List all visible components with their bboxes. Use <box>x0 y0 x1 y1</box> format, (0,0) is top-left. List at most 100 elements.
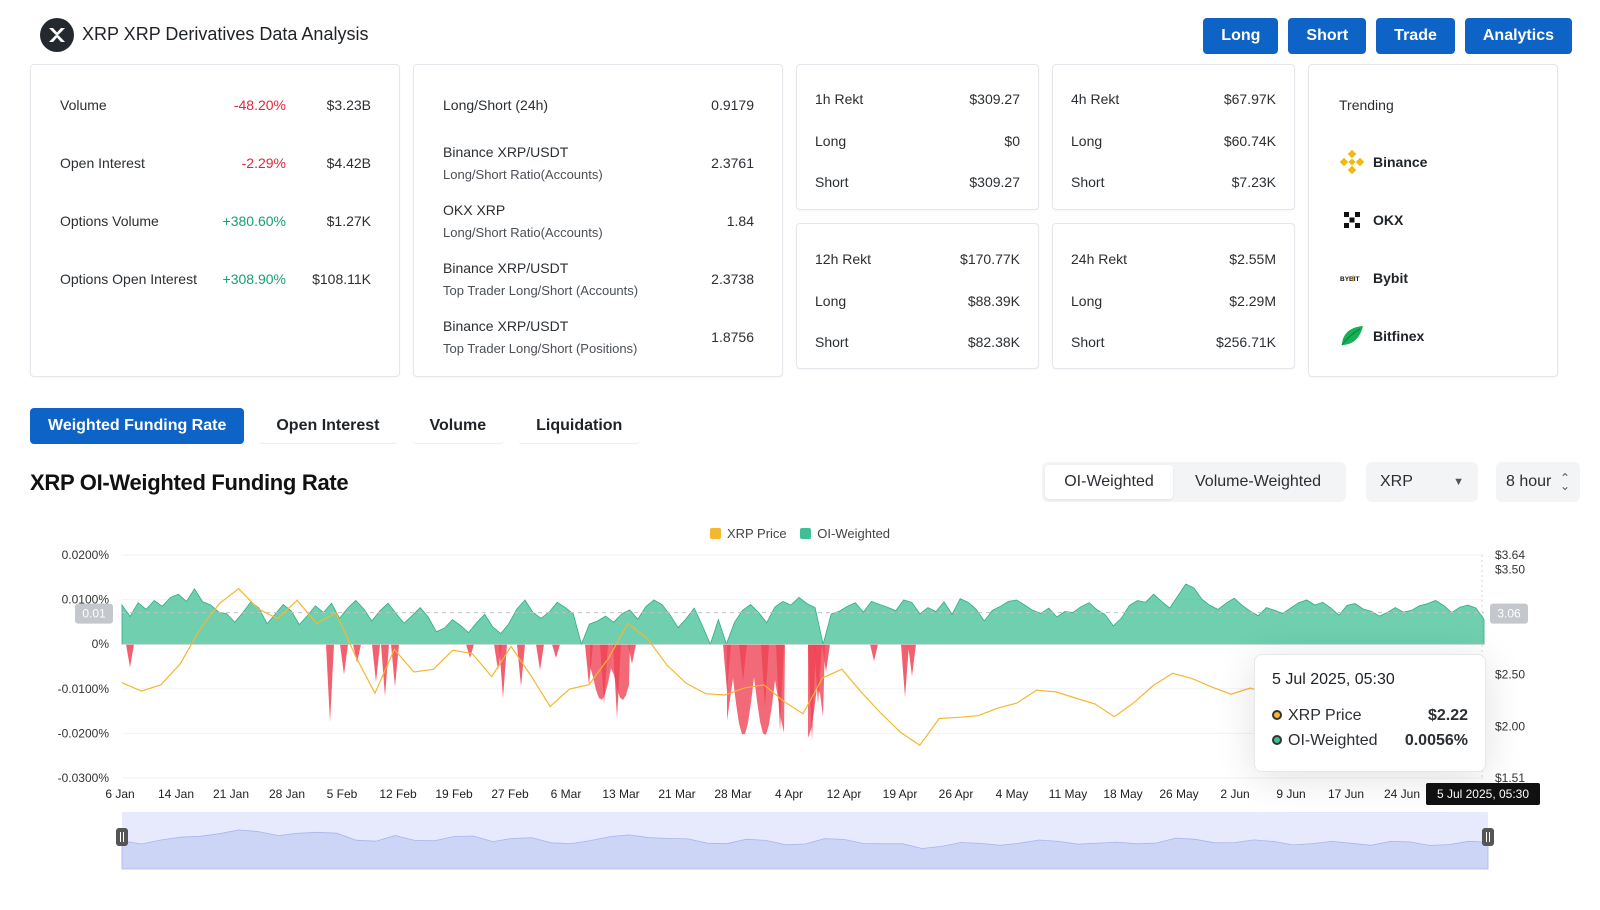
y-tick-label: 0% <box>92 637 110 651</box>
legend-label: OI-Weighted <box>817 526 891 541</box>
trending-item-okx[interactable]: OKX <box>1339 207 1403 233</box>
trending-item-bitfinex[interactable]: Bitfinex <box>1339 323 1424 349</box>
sort-arrows-icon: ⌃ ⌄ <box>1559 471 1570 493</box>
legend-item-price[interactable]: XRP Price <box>709 526 787 541</box>
trending-item-bybit[interactable]: BYBIT Bybit <box>1339 265 1408 291</box>
rekt-4h-card: 4h Rekt $67.97K Long $60.74K Short $7.23K <box>1052 64 1295 210</box>
x-tick-label: 6 Mar <box>551 787 582 801</box>
ratio-value: 2.3738 <box>711 271 754 287</box>
y-marker-box <box>75 603 113 624</box>
ratio-value: 2.3761 <box>711 155 754 171</box>
x-tick-label: 28 Jan <box>269 787 305 801</box>
navigator-handle-left[interactable] <box>116 828 128 846</box>
coin-select[interactable]: XRP ▼ <box>1366 462 1478 502</box>
negative-rate-spike <box>466 644 474 658</box>
rekt-long-label: Long <box>1071 293 1103 309</box>
x-tick-label: 9 Jun <box>1276 787 1305 801</box>
stat-value: $3.23B <box>326 97 371 113</box>
legend-item-oi[interactable]: OI-Weighted <box>800 526 890 541</box>
x-tick-label: 2 Jun <box>1220 787 1249 801</box>
y-tick-label: -0.0200% <box>58 726 110 740</box>
x-tick-label: 28 Mar <box>714 787 751 801</box>
rekt-short-label: Short <box>815 334 849 350</box>
trending-item-binance[interactable]: Binance <box>1339 149 1427 175</box>
interval-select-value: 8 hour <box>1506 473 1552 490</box>
chart-legend: XRP Price OI-Weighted <box>0 526 1600 541</box>
short-button[interactable]: Short <box>1288 18 1367 54</box>
volume-weighted-button[interactable]: Volume-Weighted <box>1173 465 1343 499</box>
xrp-logo-icon <box>40 18 74 52</box>
ratio-sublabel: Long/Short Ratio(Accounts) <box>443 225 603 240</box>
tab-weighted-funding-rate[interactable]: Weighted Funding Rate <box>30 408 245 444</box>
y2-tick-label: $1.51 <box>1495 771 1525 785</box>
rekt-total: $2.55M <box>1229 251 1276 267</box>
bybit-icon: BYBIT <box>1340 275 1360 283</box>
stat-label: Options Open Interest <box>60 271 197 287</box>
y-tick-label: -0.0300% <box>58 771 110 785</box>
x-cursor-box <box>1426 783 1540 805</box>
rekt-title: 4h Rekt <box>1071 91 1120 107</box>
tooltip-price-row: XRP Price $2.22 <box>1272 707 1468 725</box>
stat-label: Volume <box>60 97 107 113</box>
rekt-short-label: Short <box>815 174 849 190</box>
tooltip-rate-label: OI-Weighted <box>1288 732 1378 749</box>
ratio-sublabel: Top Trader Long/Short (Positions) <box>443 341 638 356</box>
y2-marker-label: 3.06 <box>1497 607 1521 621</box>
x-tick-label: 19 Feb <box>435 787 473 801</box>
trending-item-label: Bitfinex <box>1373 328 1425 344</box>
stat-change: +380.60% <box>222 213 286 229</box>
negative-rate-spike <box>494 644 502 671</box>
rate-dot-icon <box>1272 735 1282 745</box>
x-tick-label: 12 Feb <box>379 787 417 801</box>
ratio-label: OKX XRP <box>443 202 506 218</box>
y2-tick-label: $3.50 <box>1495 563 1525 577</box>
x-tick-label: 24 Jun <box>1384 787 1420 801</box>
header: XRP XRP Derivatives Data Analysis Long S… <box>40 18 1572 54</box>
rekt-12h-card: 12h Rekt $170.77K Long $88.39K Short $82.38… <box>796 223 1039 369</box>
y2-tick-label: $2.00 <box>1495 720 1525 734</box>
stat-label: Open Interest <box>60 155 145 171</box>
x-tick-label: 21 Mar <box>658 787 695 801</box>
rekt-short-value: $309.27 <box>969 174 1020 190</box>
rekt-title: 24h Rekt <box>1071 251 1128 267</box>
oi-weighted-button[interactable]: OI-Weighted <box>1045 465 1173 499</box>
x-tick-label: 26 Apr <box>939 787 974 801</box>
market-stats-card: Volume -48.20% $3.23B Open Interest -2.2… <box>30 64 400 377</box>
trade-button[interactable]: Trade <box>1376 18 1455 54</box>
tab-liquidation[interactable]: Liquidation <box>518 408 641 444</box>
stat-change: -48.20% <box>233 97 286 113</box>
negative-rate-spike <box>326 644 334 723</box>
y-tick-label: 0.0200% <box>62 548 110 562</box>
ratio-label: Binance XRP/USDT <box>443 318 569 334</box>
x-tick-label: 19 Apr <box>883 787 918 801</box>
y2-marker-box <box>1490 603 1528 624</box>
rekt-short-label: Short <box>1071 334 1105 350</box>
navigator-handle-right[interactable] <box>1482 828 1494 846</box>
x-tick-label: 12 Apr <box>827 787 862 801</box>
rekt-short-value: $256.71K <box>1216 334 1276 350</box>
coin-select-value: XRP <box>1380 473 1413 490</box>
ratio-value: 1.84 <box>726 213 754 229</box>
ratio-label: Binance XRP/USDT <box>443 260 569 276</box>
ratio-label: Binance XRP/USDT <box>443 144 569 160</box>
rekt-short-label: Short <box>1071 174 1105 190</box>
analytics-button[interactable]: Analytics <box>1464 18 1572 54</box>
long-button[interactable]: Long <box>1203 18 1279 54</box>
x-tick-label: 5 Feb <box>327 787 358 801</box>
y-tick-label: -0.0100% <box>58 682 110 696</box>
rekt-24h-card: 24h Rekt $2.55M Long $2.29M Short $256.71K <box>1052 223 1295 369</box>
x-tick-label: 18 May <box>1103 787 1142 801</box>
rekt-title: 1h Rekt <box>815 91 864 107</box>
x-tick-label: 4 May <box>996 787 1029 801</box>
binance-icon <box>1339 149 1365 175</box>
oi-weighted-area <box>121 583 1485 646</box>
price-swatch <box>709 528 721 539</box>
chart-tabs: Weighted Funding Rate Open Interest Volu… <box>30 408 641 446</box>
tab-open-interest[interactable]: Open Interest <box>258 408 398 444</box>
tab-volume[interactable]: Volume <box>411 408 505 444</box>
interval-select[interactable]: 8 hour ⌃ ⌄ <box>1496 462 1580 502</box>
stat-change: +308.90% <box>222 271 286 287</box>
negative-rate-spike <box>126 644 134 668</box>
rekt-long-label: Long <box>815 133 847 149</box>
funding-rate-chart[interactable]: 0.0200% 0.0100% 0% -0.0100% -0.0200% -0.0300%… <box>0 540 1600 910</box>
